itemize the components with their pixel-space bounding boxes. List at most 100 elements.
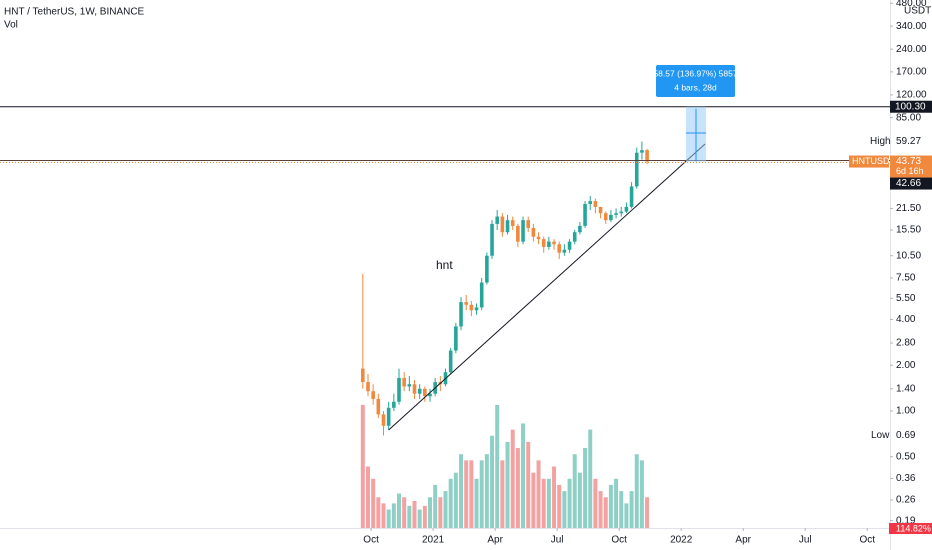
y-tick-label: 0.26 <box>896 495 916 506</box>
y-tick-label: 240.00 <box>896 44 927 55</box>
currency-label: USDT <box>904 6 931 17</box>
volume-bar <box>577 472 582 528</box>
low-text: Low <box>871 430 890 441</box>
annotation: hnt <box>436 258 453 272</box>
candle-body <box>454 326 458 351</box>
candle-body <box>593 201 598 207</box>
volume-bar <box>515 448 520 528</box>
x-tick-label: 2021 <box>422 535 445 546</box>
candle-body <box>516 225 520 242</box>
candle-body <box>448 350 453 373</box>
candle-body <box>500 216 505 233</box>
trend-line <box>388 143 706 431</box>
x-tick-label: Apr <box>487 535 503 546</box>
prev-close-box <box>890 177 932 190</box>
candle-body <box>609 214 613 221</box>
candle-body <box>634 152 639 187</box>
volume-bar <box>464 460 469 528</box>
volume-bar <box>443 491 448 528</box>
candle-body <box>619 211 624 214</box>
volume-bar <box>521 423 526 528</box>
x-tick-label: Oct <box>859 535 875 546</box>
candle-body <box>386 407 391 426</box>
y-tick-label: 21.50 <box>896 203 921 214</box>
x-tick-label: 2022 <box>670 535 693 546</box>
y-tick-label: 2.80 <box>896 338 916 349</box>
volume-bar <box>365 466 370 528</box>
candle-body <box>603 213 608 221</box>
volume-bar <box>583 448 588 528</box>
volume-bar <box>598 491 603 528</box>
candle-body <box>629 186 634 207</box>
candle-body <box>381 414 386 426</box>
chart-title: HNT / TetherUS, 1W, BINANCE <box>4 7 145 18</box>
candle-body <box>428 393 432 397</box>
y-tick-label: 15.50 <box>896 225 921 236</box>
candle-body <box>479 282 484 308</box>
volume-bar <box>526 441 531 528</box>
candle-body <box>423 388 427 397</box>
volume-bar <box>448 478 453 528</box>
volume-bar <box>531 472 536 528</box>
volume-bar <box>614 478 619 528</box>
volume-bar <box>381 503 386 528</box>
volume-bar <box>422 505 427 528</box>
volume-bar <box>433 484 438 528</box>
candle-body <box>640 150 644 153</box>
volume-bar <box>562 491 567 528</box>
measure-label-box <box>656 65 735 97</box>
last-price-label: 43.73 <box>896 156 921 167</box>
candle-body <box>417 388 422 394</box>
y-tick-label: 480.00 <box>896 0 927 9</box>
candle-body <box>366 382 370 392</box>
volume-bar <box>407 505 412 528</box>
volume-bar <box>572 454 577 528</box>
high-text: High <box>870 136 891 147</box>
candle-body <box>376 398 381 415</box>
y-tick-label: 1.40 <box>896 383 916 394</box>
volume-bar <box>438 497 443 528</box>
volume-bar <box>546 478 551 528</box>
volume-bar <box>371 478 376 528</box>
y-tick-label: 4.00 <box>896 314 916 325</box>
volume-bar <box>386 509 391 528</box>
countdown-label: 6d 16h <box>896 166 924 176</box>
volume-bar <box>510 429 515 528</box>
volume-bar <box>453 472 458 528</box>
candle-body <box>645 150 649 162</box>
volume-bar <box>428 497 433 528</box>
candle-body <box>557 244 562 253</box>
candle-body <box>578 225 582 233</box>
candle-body <box>490 223 494 256</box>
volume-bar <box>639 460 644 528</box>
y-tick-label: 0.19 <box>896 515 916 526</box>
volume-bar <box>567 478 572 528</box>
candle-body <box>495 216 500 224</box>
volume-bar <box>490 435 495 528</box>
volume-bar <box>505 441 510 528</box>
y-tick-label: 10.50 <box>896 250 921 261</box>
high-value: 59.27 <box>896 136 921 147</box>
prev-close-label: 42.66 <box>896 178 921 189</box>
candle-body <box>505 220 510 233</box>
candle-body <box>371 391 375 399</box>
y-tick-label: 340.00 <box>896 21 927 32</box>
candle-body <box>541 239 546 247</box>
volume-bar <box>603 497 608 528</box>
volume-bar <box>624 503 629 528</box>
y-tick-label: 0.36 <box>896 473 916 484</box>
candle-body <box>464 302 468 305</box>
volume-bar <box>619 491 624 528</box>
y-tick-label: 1.00 <box>896 406 916 417</box>
candle-body <box>407 384 412 387</box>
y-tick-label: 2.00 <box>896 360 916 371</box>
candle-body <box>598 206 603 214</box>
symbol-box <box>849 155 889 168</box>
candle-body <box>459 302 463 327</box>
candle-body <box>412 384 417 394</box>
volume-bar <box>557 484 562 528</box>
candle-body <box>583 203 587 226</box>
volume-bar <box>593 478 598 528</box>
bottom-label-box <box>889 523 932 534</box>
